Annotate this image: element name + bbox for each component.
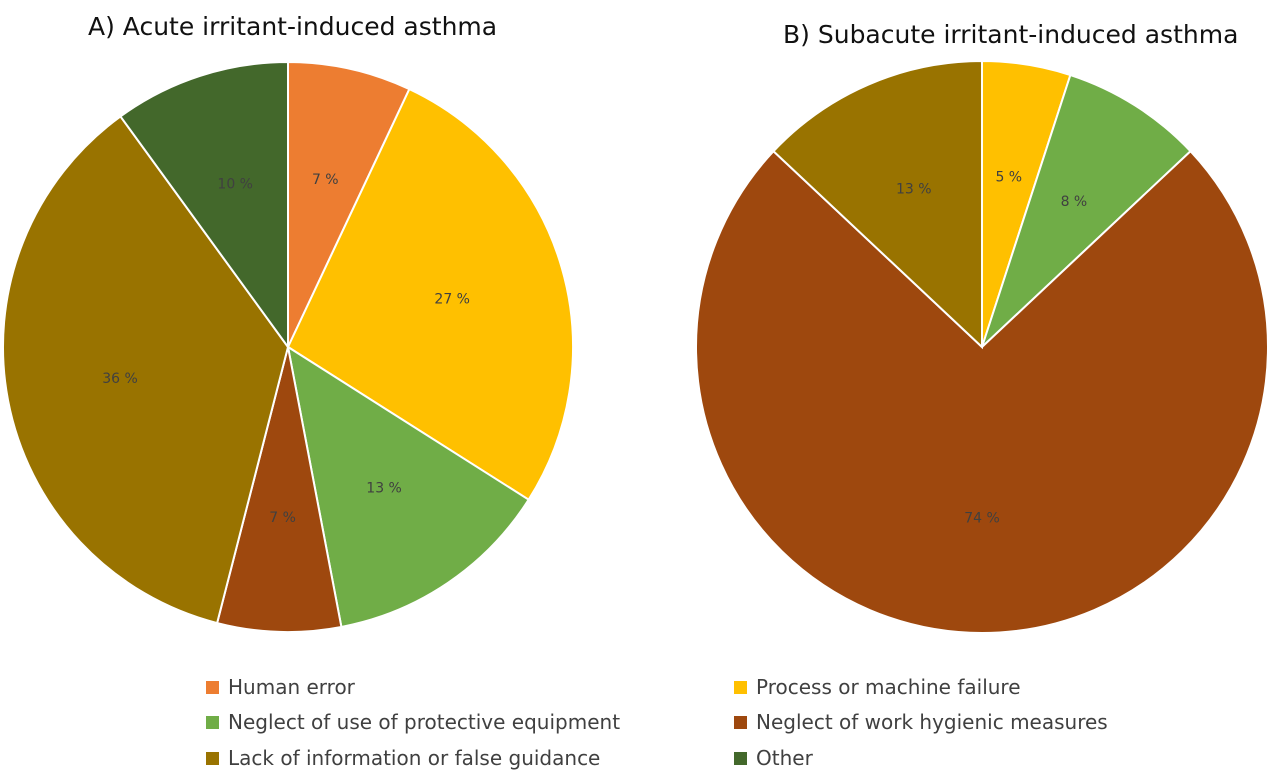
legend-swatch: [206, 715, 219, 729]
pie-b-data-label: 8 %: [1061, 194, 1088, 210]
pie-a-slice-lack-of-information-or-false-guidance: [2, 115, 290, 625]
pie-a-data-label: 13 %: [366, 480, 402, 496]
pie-b-slice-lack-of-information-or-false-guidance: [772, 59, 983, 350]
legend-label: Other: [756, 746, 813, 770]
pie-b-slice-neglect-of-use-of-protective-equipment: [981, 73, 1192, 348]
pie-b-data-label: 74 %: [964, 511, 1000, 527]
legend-item-other: Other: [734, 748, 813, 768]
legend-item-human-error: Human error: [206, 677, 355, 697]
pie-a-slice-other: [119, 60, 289, 351]
legend-label: Neglect of use of protective equipment: [228, 710, 621, 734]
legend-swatch: [206, 680, 219, 694]
legend-label: Human error: [228, 675, 355, 699]
legend-label: Process or machine failure: [756, 675, 1021, 699]
pie-a-slice-neglect-of-use-of-protective-equipment: [286, 344, 531, 629]
pie-a-slice-neglect-of-work-hygienic-measures: [215, 346, 343, 633]
legend-label: Neglect of work hygienic measures: [756, 710, 1108, 734]
pie-b-slice-neglect-of-work-hygienic-measures: [695, 149, 1269, 634]
pie-chart-a: 7 % 27 % 13 % 7 % 36 % 10 %: [2, 60, 574, 633]
pie-a-slice-human-error: [287, 60, 411, 348]
legend-item-process-failure: Process or machine failure: [734, 677, 1021, 697]
pie-b-data-label: 13 %: [896, 182, 932, 198]
pie-a-data-label: 10 %: [217, 176, 253, 192]
chart-b-title: B) Subacute irritant-induced asthma: [783, 20, 1239, 49]
pie-a-data-label: 7 %: [269, 510, 296, 526]
legend-swatch: [206, 751, 219, 765]
pie-chart-b: 5 % 8 % 74 % 13 %: [695, 59, 1269, 634]
legend-item-work-hygienic: Neglect of work hygienic measures: [734, 712, 1108, 732]
legend-label: Lack of information or false guidance: [228, 746, 601, 770]
legend-swatch: [734, 680, 747, 694]
legend-item-lack-of-information: Lack of information or false guidance: [206, 748, 600, 768]
legend-swatch: [734, 715, 747, 729]
pie-a-data-label: 36 %: [102, 371, 138, 387]
legend-item-protective-equipment: Neglect of use of protective equipment: [206, 712, 620, 732]
legend-swatch: [734, 751, 747, 765]
pie-b-data-label: 5 %: [995, 170, 1022, 186]
pie-a-data-label: 7 %: [312, 172, 339, 188]
chart-a-title: A) Acute irritant-induced asthma: [88, 12, 498, 41]
pie-a-data-label: 27 %: [434, 291, 470, 307]
pie-a-slice-process-or-machine-failure: [286, 87, 574, 502]
